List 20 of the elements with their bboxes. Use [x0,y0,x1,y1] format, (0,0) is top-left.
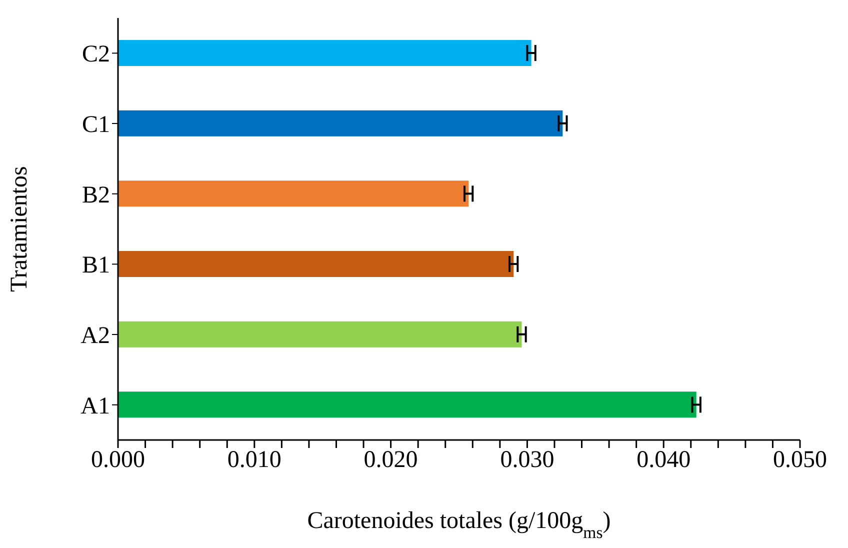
bar [118,251,514,277]
bar [118,392,696,418]
bar [118,40,532,66]
y-tick-label: A1 [80,393,110,420]
x-tick-label: 0.040 [636,447,691,474]
x-axis-title: Carotenoides totales (g/100g$_{ms}$) [307,508,611,542]
bar [118,321,522,348]
y-tick-label: C1 [82,112,110,138]
y-tick-label: B2 [82,182,110,208]
y-tick-label: A2 [80,323,110,350]
y-axis-title: Tratamientos [6,166,33,292]
x-tick-label: 0.000 [91,447,145,474]
bar [118,110,563,136]
y-tick-label: B1 [82,252,110,279]
y-tick-label: C2 [82,42,110,68]
x-tick-label: 0.020 [364,447,418,474]
x-tick-label: 0.010 [227,447,282,474]
bar [118,180,469,207]
x-tick-label: 0.030 [500,447,554,474]
x-tick-label: 0.050 [773,447,827,474]
